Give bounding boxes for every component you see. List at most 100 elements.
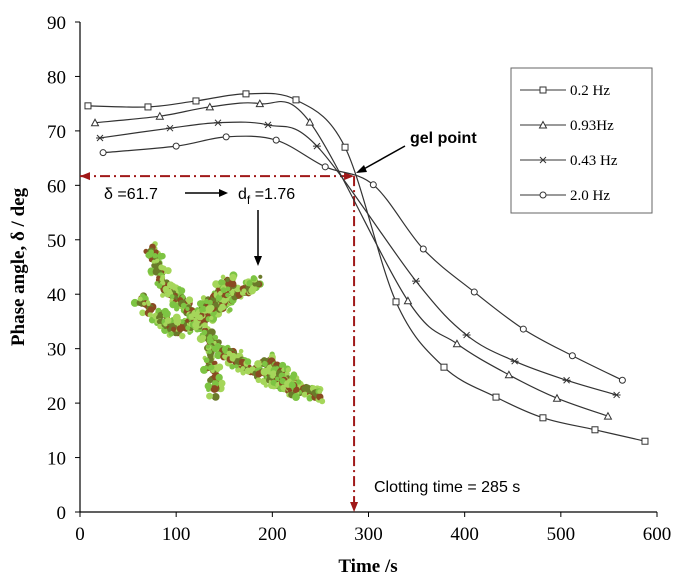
fractal-particle <box>288 381 296 389</box>
x-axis-title: Time /s <box>338 556 397 577</box>
marker <box>392 298 400 306</box>
fractal-particle <box>270 379 277 386</box>
fractal-particle <box>212 301 219 308</box>
marker <box>641 437 649 445</box>
fractal-particle <box>203 365 209 371</box>
marker <box>504 370 514 379</box>
fractal-particle <box>229 280 237 288</box>
marker <box>519 325 527 333</box>
fractal-particle <box>252 281 258 287</box>
arrow-head <box>80 172 90 181</box>
marker <box>539 414 547 422</box>
marker <box>470 288 478 296</box>
fractal-particle <box>225 277 230 283</box>
fractal-particle <box>220 274 226 280</box>
y-tick-label: 10 <box>47 449 66 470</box>
fractal-particle <box>240 366 246 371</box>
fractal-particle <box>204 382 212 390</box>
marker <box>166 124 175 132</box>
fractal-particle <box>154 258 160 263</box>
fractal-particle <box>142 301 147 306</box>
fractal-particle <box>317 389 322 394</box>
fractal-particle <box>201 322 208 329</box>
fractal-particle <box>159 276 165 282</box>
arrow-head <box>219 189 228 197</box>
marker <box>242 90 250 98</box>
fractal-particle <box>306 395 313 402</box>
fractal-particle <box>139 309 146 317</box>
marker <box>312 142 321 150</box>
marker <box>612 391 621 399</box>
fractal-particle <box>156 275 161 280</box>
marker <box>603 411 613 420</box>
marker <box>255 99 265 108</box>
x-tick-label: 300 <box>354 524 383 545</box>
y-tick-label: 30 <box>47 340 66 361</box>
fractal-particle <box>164 267 172 275</box>
fractal-particle <box>203 357 210 364</box>
marker <box>452 339 462 348</box>
fractal-particle <box>249 284 258 292</box>
fractal-particle <box>200 305 207 313</box>
legend-marker <box>539 86 547 94</box>
fractal-particle <box>185 325 191 331</box>
marker <box>192 97 200 105</box>
fractal-particle <box>186 296 194 304</box>
fractal-particle <box>211 345 219 353</box>
fractal-particle <box>241 288 247 294</box>
df-rest: =1.76 <box>250 186 295 203</box>
arrow-head <box>356 165 367 173</box>
marker <box>440 363 448 371</box>
fractal-particle <box>220 287 227 294</box>
marker <box>462 331 471 339</box>
legend-marker <box>538 120 548 129</box>
x-tick-label: 200 <box>258 524 287 545</box>
fractal-particle <box>164 286 169 292</box>
fractal-particle <box>212 334 219 341</box>
fractal-particle <box>151 259 157 265</box>
delta-label: δ =61.7 <box>104 186 158 203</box>
y-tick-label: 80 <box>47 67 66 88</box>
marker <box>492 393 500 401</box>
fractal-particle <box>214 351 223 360</box>
y-axis-title: Phase angle, δ / deg <box>8 187 29 346</box>
gel-point-label: gel point <box>410 130 477 147</box>
fractal-particle <box>180 302 187 309</box>
fractal-particle <box>229 273 237 282</box>
fractal-particle <box>205 344 211 349</box>
y-tick-label: 0 <box>57 503 67 524</box>
fractal-particle <box>169 294 175 299</box>
fractal-particle <box>301 391 308 398</box>
fractal-particle <box>199 334 207 341</box>
fractal-particle <box>234 364 239 369</box>
fractal-particle <box>197 314 203 320</box>
arrow-head <box>350 502 359 512</box>
fractal-particle <box>227 307 233 313</box>
fractal-particle <box>238 348 244 354</box>
arrow-head <box>344 172 355 181</box>
marker <box>419 245 427 253</box>
fractal-particle <box>147 306 154 313</box>
fractal-particle <box>263 383 269 388</box>
fractal-particle <box>229 363 236 370</box>
fractal-particle <box>163 310 171 318</box>
fractal-particle <box>210 385 219 393</box>
fractal-particle <box>246 280 254 287</box>
fractal-particle <box>230 289 235 295</box>
legend-label: 0.2 Hz <box>570 83 610 99</box>
marker <box>172 142 180 150</box>
marker <box>591 426 599 434</box>
clotting-label: Clotting time = 285 s <box>374 479 520 496</box>
fractal-particle <box>225 286 231 292</box>
marker <box>222 133 230 141</box>
fractal-particle <box>159 252 166 260</box>
marker <box>99 149 107 157</box>
fractal-particle <box>240 370 246 376</box>
df-main: d <box>238 186 247 203</box>
fractal-particle <box>147 312 153 318</box>
fractal-image <box>130 241 326 405</box>
fractal-particle <box>160 292 165 298</box>
fractal-particle <box>250 275 257 282</box>
marker <box>510 357 519 365</box>
x-tick-label: 0 <box>75 524 85 545</box>
